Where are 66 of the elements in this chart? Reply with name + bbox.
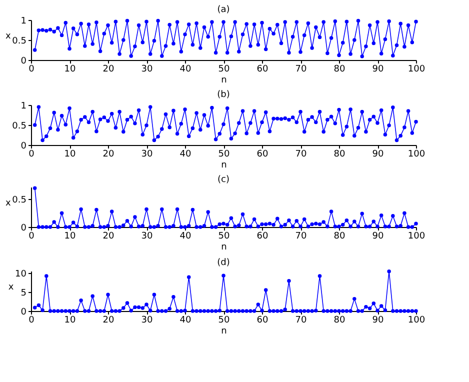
x-axis-title: n: [221, 160, 227, 170]
x-tick-label: 80: [334, 150, 346, 160]
x-tick-label: 100: [408, 150, 426, 160]
y-tick-label: 0: [20, 56, 27, 66]
x-tick-label: 90: [372, 150, 384, 160]
x-tick-label: 60: [256, 316, 268, 326]
y-tick-label: 0.5: [12, 122, 26, 132]
x-tick-label: 50: [218, 64, 230, 74]
x-tick-label: 100: [408, 64, 426, 74]
x-tick-label: 30: [141, 64, 153, 74]
x-tick-label: 70: [295, 316, 307, 326]
chart-title: (a): [217, 5, 230, 15]
x-tick-label: 40: [180, 316, 192, 326]
y-tick-label: 10: [15, 269, 27, 280]
x-tick-label: 40: [180, 150, 192, 160]
x-tick-label: 40: [180, 232, 192, 242]
x-tick-label: 20: [102, 64, 114, 74]
x-tick-label: 60: [256, 232, 268, 242]
x-tick-label: 10: [64, 150, 76, 160]
x-tick-label: 20: [102, 316, 114, 326]
x-tick-label: 0: [28, 150, 35, 160]
y-axis-title: x: [6, 32, 12, 42]
x-tick-label: 30: [141, 232, 153, 242]
x-tick-label: 90: [372, 64, 384, 74]
x-tick-label: 50: [218, 316, 230, 326]
x-tick-label: 60: [256, 64, 268, 74]
y-tick-label: 0: [20, 308, 27, 318]
x-tick-label: 30: [141, 316, 153, 326]
x-tick-label: 80: [334, 64, 346, 74]
x-tick-label: 50: [218, 232, 230, 242]
y-tick-label: 0.5: [12, 196, 26, 206]
x-tick-label: 30: [141, 150, 153, 160]
x-tick-label: 60: [256, 150, 268, 160]
x-tick-label: 0: [28, 64, 35, 74]
x-tick-label: 40: [180, 64, 192, 74]
x-tick-label: 90: [372, 232, 384, 242]
x-axis-title: n: [221, 242, 227, 252]
y-tick-label: 5: [20, 288, 26, 298]
x-tick-label: 10: [64, 316, 76, 326]
x-tick-label: 100: [408, 232, 426, 242]
x-tick-label: 70: [295, 232, 307, 242]
x-tick-label: 0: [28, 232, 35, 242]
x-tick-label: 70: [295, 64, 307, 74]
x-axis-title: n: [221, 76, 227, 86]
y-tick-label: 0.5: [12, 36, 26, 46]
y-tick-label: 1: [20, 102, 26, 112]
chart-title: (c): [218, 175, 230, 186]
x-tick-label: 100: [408, 316, 426, 326]
x-axis-title: n: [221, 326, 227, 336]
chart-title: (b): [217, 90, 230, 100]
x-tick-label: 90: [372, 316, 384, 326]
x-tick-label: 10: [64, 232, 76, 242]
y-tick-label: 0: [20, 224, 27, 234]
x-tick-label: 20: [102, 232, 114, 242]
y-tick-label: 1: [20, 16, 26, 26]
x-tick-label: 20: [102, 150, 114, 160]
y-tick-label: 0: [20, 142, 27, 152]
y-axis-title: x: [6, 198, 12, 208]
x-tick-label: 10: [64, 64, 76, 74]
x-tick-label: 70: [295, 150, 307, 160]
x-tick-label: 0: [28, 316, 35, 326]
x-tick-label: 50: [218, 150, 230, 160]
x-tick-label: 80: [334, 316, 346, 326]
x-tick-label: 80: [334, 232, 346, 242]
chart-title: (d): [217, 258, 230, 268]
y-axis-title: x: [8, 282, 14, 292]
